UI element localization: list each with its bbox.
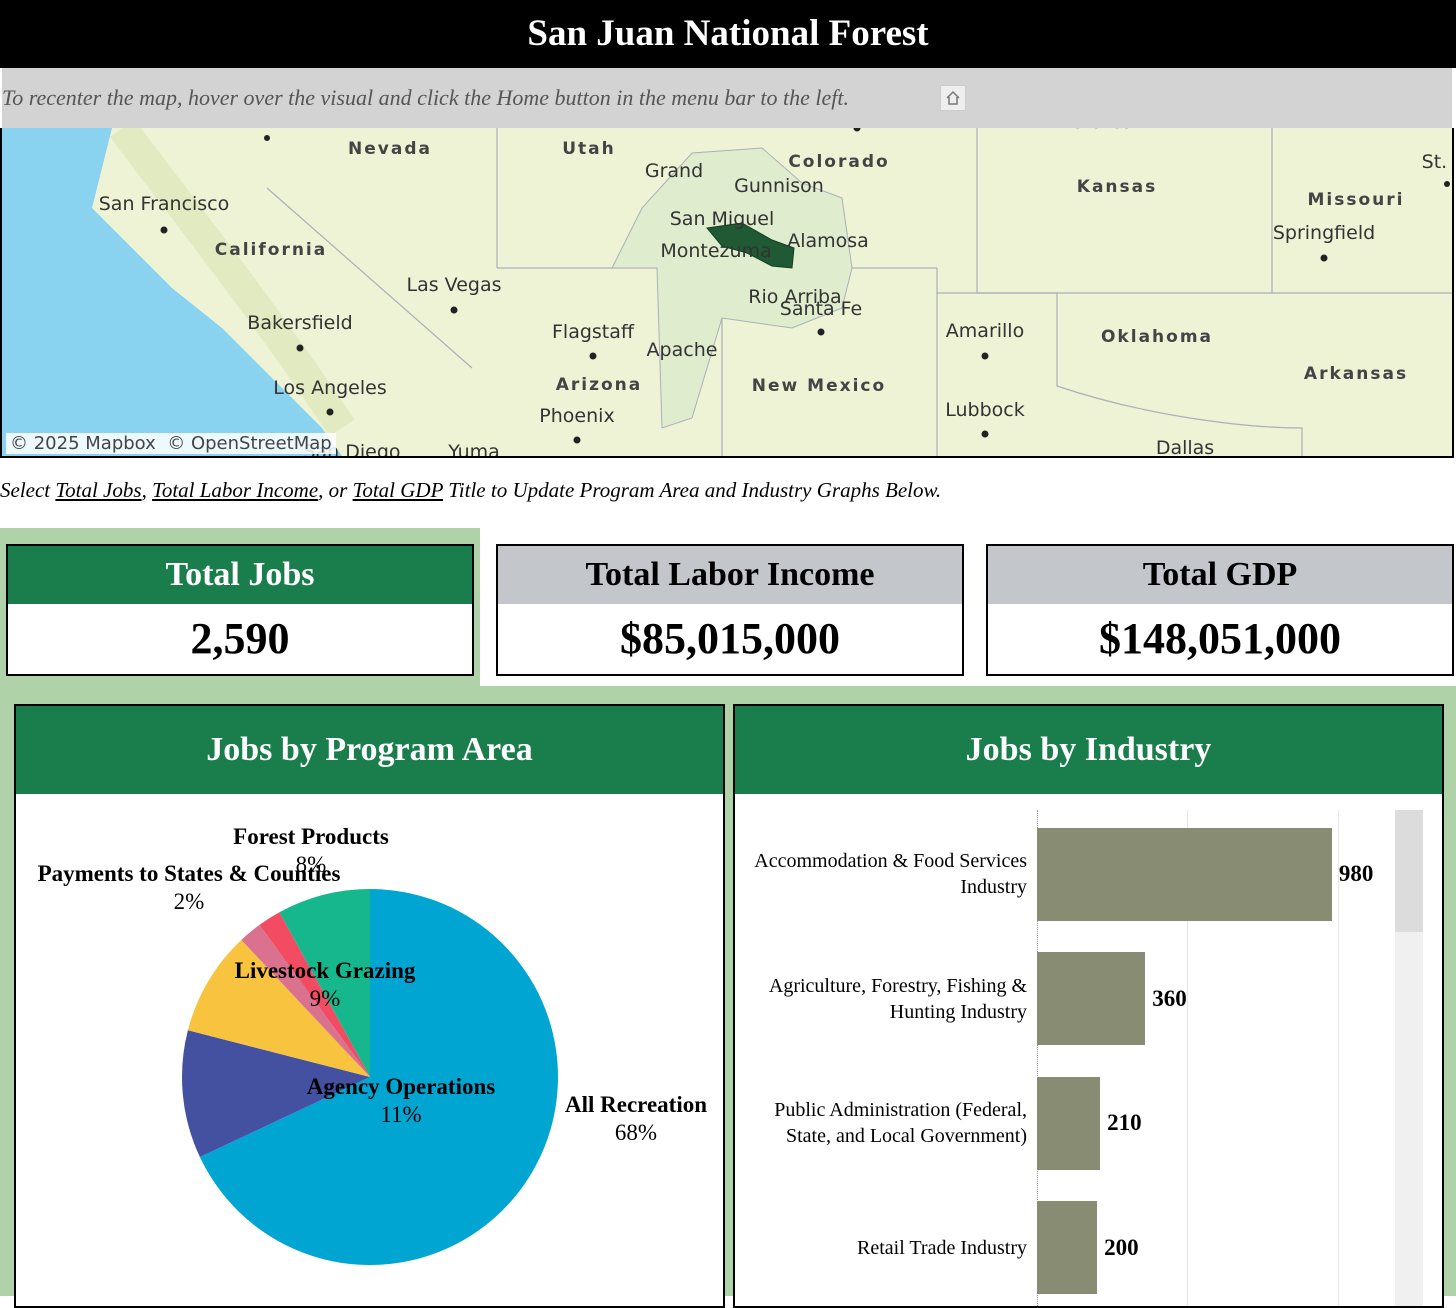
category-label: Accommodation & Food Services Industry [754,850,1027,898]
text: Title to Update Program Area and Industr… [443,478,942,502]
link[interactable]: Total Labor Income [152,478,319,502]
slice-label: Agency Operations [306,1074,496,1099]
kpi-card[interactable]: Total Labor Income $85,015,000 [496,544,964,676]
map-label: Las Vegas [406,274,502,296]
map-label: Gunnison [734,175,824,197]
map-label: Montezuma [660,240,772,262]
map-label: Missouri [1307,190,1405,210]
pie-slice [199,889,558,1265]
map-label: Arizona [555,375,643,395]
slice-value-label: 9% [309,986,341,1011]
home-icon [946,90,960,105]
map-label: Santa Fe [779,298,863,320]
map-shapes [2,128,1452,456]
value-label: 360 [1152,985,1187,1011]
map-label: States [1072,128,1132,133]
map-label: Flagstaff [552,321,634,343]
pie-slice [187,939,370,1077]
map-label: Arkansas [1303,364,1409,384]
category-label: Retail Trade Industry [857,1236,1027,1259]
chart-panel: Jobs by Program Area All Recreation 68% Ag… [14,704,725,1308]
slice-label: All Recreation [564,1092,708,1117]
text: Select [0,478,56,502]
map-label: New Mexico [751,376,887,396]
map-label: San Miguel [669,208,775,230]
scrollbar-thumb [1395,810,1423,932]
bar [1037,1076,1101,1170]
kpi-value: $148,051,000 [1099,614,1341,663]
slice-label: Payments to States & Counties [37,861,341,886]
slice-value-label: 8% [295,852,327,877]
kpi-card[interactable]: Total GDP $148,051,000 [986,544,1454,676]
map-label: Lubbock [945,399,1025,421]
map-label: Colorado [788,152,890,172]
category-label: Public Administration (Federal, State, a… [774,1099,1027,1148]
map-label: Phoenix [539,405,615,427]
map-label: Apache [646,339,718,361]
map[interactable]: Nevada Utah Colorado Grand Gunnison Kansas Mis… [0,128,1454,458]
kpi-value: $85,015,000 [620,614,840,663]
grid-line [1037,810,1038,1306]
kpi-card[interactable]: Total Jobs 2,590 [6,544,474,676]
map-label: Dallas [1155,437,1215,458]
text: , or [318,478,353,502]
slice-value-label: 11% [380,1102,422,1127]
grid-line [1337,810,1339,1306]
chart-panel: Jobs by Industry Accommodation & Food Se… [733,704,1444,1308]
map-label: Oklahoma [1100,327,1214,347]
slice-label: Forest Products [233,824,389,849]
chart-title: Jobs by Industry [735,706,1442,794]
slice-value-label: 2% [173,889,205,914]
kpi-title[interactable]: Total GDP [988,546,1452,604]
attribution: © OpenStreetMap [167,433,332,454]
map-label: Amarillo [945,320,1025,342]
map-label: Utah [562,139,616,159]
map-label: Nevada [348,139,432,159]
slice-value-label: 68% [614,1120,658,1145]
kpi-value: 2,590 [190,614,290,663]
home-button[interactable] [940,85,966,111]
map-label: Bakersfield [247,312,353,334]
kpi-title[interactable]: Total Labor Income [498,546,962,604]
map-attribution: © 2025 Mapbox © OpenStreetMap [6,433,336,454]
value-label: 210 [1107,1110,1142,1136]
value-label: 980 [1338,861,1374,886]
category-label: Agriculture, Forestry, Fishing & Hunting… [768,974,1027,1023]
map-label: Kansas [1076,177,1158,197]
grid-line [1187,810,1189,1306]
bar [1037,1201,1098,1295]
chart-title: Jobs by Program Area [16,706,723,794]
select-instruction: Select Total Jobs, Total Labor Income, o… [0,478,941,503]
pie-slice [241,924,370,1077]
map-label: California [214,240,328,260]
kpi-title[interactable]: Total Jobs [8,546,472,604]
page-title: San Juan National Forest [0,0,1456,68]
text: , [141,478,153,502]
bar [1037,827,1332,921]
attribution: © 2025 Mapbox [10,433,156,454]
map-label: Yuma [448,441,500,458]
slice-label: Livestock Grazing [234,958,416,983]
map-label: Grand [644,160,704,182]
pie-slice [279,889,370,1077]
map-label: San Francisco [98,193,230,215]
pie-slice [259,912,370,1077]
bar [1037,952,1146,1046]
map-label: Rio Arriba [748,286,842,308]
map-label: Los Angeles [273,377,387,399]
instruction: To recenter the map, hover over the visu… [2,68,1452,128]
map-label: St. Louis [1421,151,1452,173]
pie-chart [182,889,558,1265]
value-label: 200 [1104,1234,1139,1260]
map-label: Alamosa [787,230,869,252]
map-label: Springfield [1272,222,1376,244]
link[interactable]: Total GDP [352,478,444,502]
link[interactable]: Total Jobs [55,478,142,502]
pie-slice [182,1030,370,1158]
